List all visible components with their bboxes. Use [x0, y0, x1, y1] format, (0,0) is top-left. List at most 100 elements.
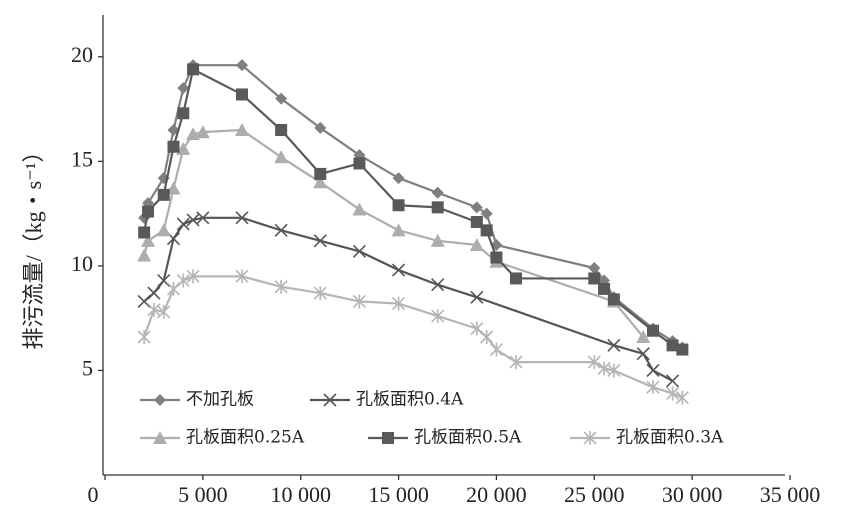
marker — [392, 199, 405, 212]
marker — [392, 263, 406, 277]
marker — [314, 121, 327, 134]
y-axis-label: 排污流量/（kg・s⁻¹） — [21, 141, 46, 350]
legend-label: 不加孔板 — [186, 390, 254, 410]
marker — [275, 92, 288, 105]
legend-label: 孔板面积0.5A — [414, 428, 522, 448]
marker — [666, 339, 679, 352]
marker — [352, 294, 366, 309]
legend-marker — [153, 431, 167, 444]
marker — [666, 374, 680, 388]
marker — [314, 167, 327, 180]
x-tick-label: 30 000 — [662, 482, 723, 507]
marker — [588, 262, 601, 274]
marker — [275, 124, 288, 136]
marker — [391, 223, 406, 237]
marker — [274, 223, 288, 237]
x-tick-label: 5 000 — [178, 482, 228, 507]
marker — [607, 363, 621, 378]
series-line — [143, 216, 674, 382]
marker — [147, 286, 161, 300]
marker — [469, 238, 484, 251]
x-tick-label: 25 000 — [564, 482, 625, 507]
marker — [431, 201, 444, 214]
marker — [156, 223, 171, 237]
marker — [236, 59, 248, 72]
marker — [195, 125, 210, 139]
legend-label: 孔板面积0.25A — [186, 428, 305, 448]
marker — [176, 273, 190, 288]
marker — [666, 386, 680, 401]
marker — [166, 181, 181, 195]
marker — [274, 150, 289, 164]
marker — [352, 244, 366, 258]
marker — [157, 304, 171, 319]
legend-marker — [382, 432, 394, 444]
legend-label: 孔板面积0.4A — [356, 390, 464, 410]
marker — [647, 324, 659, 337]
marker — [480, 330, 494, 344]
marker — [646, 380, 660, 395]
y-tick-label: 10 — [71, 251, 93, 276]
marker — [177, 107, 190, 120]
marker — [431, 309, 445, 324]
marker — [636, 347, 650, 361]
marker — [489, 342, 503, 357]
marker — [676, 343, 689, 356]
marker — [588, 272, 601, 285]
marker — [392, 172, 405, 185]
marker — [431, 278, 445, 292]
marker — [352, 202, 367, 216]
marker — [587, 355, 601, 370]
marker — [490, 251, 503, 264]
marker — [675, 390, 689, 405]
x-tick-label: 0 — [88, 482, 99, 507]
marker — [157, 273, 171, 288]
marker — [430, 233, 445, 247]
marker — [176, 217, 190, 231]
marker — [646, 363, 660, 378]
marker — [392, 296, 406, 311]
marker — [509, 355, 523, 370]
marker — [353, 157, 366, 170]
marker — [607, 293, 620, 306]
y-tick-label: 20 — [71, 42, 93, 67]
legend-marker — [583, 431, 597, 445]
y-tick-label: 5 — [82, 356, 93, 381]
x-tick-label: 10 000 — [270, 482, 331, 507]
legend-marker — [323, 393, 337, 407]
marker — [470, 216, 483, 228]
marker — [157, 188, 170, 201]
marker — [313, 175, 328, 189]
marker — [470, 321, 484, 336]
marker — [177, 82, 190, 95]
marker — [480, 207, 493, 220]
x-tick-label: 35 000 — [760, 482, 821, 507]
marker — [636, 330, 651, 343]
marker — [235, 269, 249, 284]
legend-marker — [154, 394, 166, 406]
marker — [510, 272, 522, 285]
x-tick-label: 20 000 — [466, 482, 527, 507]
marker — [196, 211, 210, 225]
marker — [470, 201, 483, 214]
legend-label: 孔板面积0.3A — [616, 428, 724, 448]
marker — [431, 186, 444, 199]
marker — [235, 211, 249, 225]
marker — [235, 123, 249, 136]
x-tick-label: 15 000 — [368, 482, 429, 507]
marker — [274, 279, 288, 294]
marker — [176, 141, 191, 155]
marker — [480, 224, 493, 237]
marker — [141, 233, 156, 247]
marker — [598, 282, 611, 295]
marker — [137, 294, 151, 309]
marker — [186, 269, 200, 284]
marker — [167, 140, 180, 153]
marker — [470, 290, 484, 304]
marker — [607, 338, 621, 352]
marker — [166, 281, 181, 296]
marker — [142, 205, 155, 218]
y-tick-label: 15 — [71, 146, 93, 171]
marker — [137, 248, 152, 262]
